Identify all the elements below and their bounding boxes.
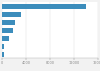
Bar bbox=[2, 44, 4, 49]
Bar bbox=[2, 12, 21, 17]
Bar bbox=[2, 4, 86, 9]
Bar bbox=[2, 36, 9, 41]
Bar bbox=[2, 28, 13, 33]
Bar bbox=[2, 52, 4, 57]
Bar bbox=[2, 20, 15, 25]
